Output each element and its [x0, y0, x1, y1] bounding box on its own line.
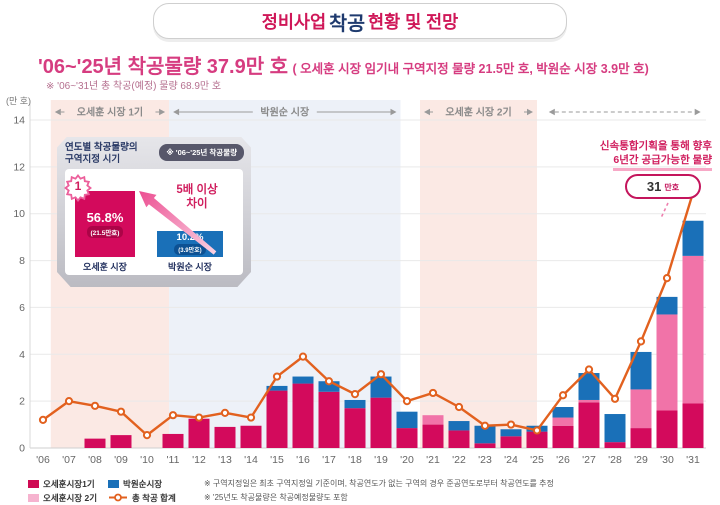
- inset-arrow-text: 5배 이상 차이: [176, 183, 218, 211]
- svg-text:(만 호): (만 호): [6, 96, 31, 106]
- svg-text:'07: '07: [62, 454, 76, 466]
- svg-text:4: 4: [19, 349, 25, 361]
- svg-text:'24: '24: [504, 454, 518, 466]
- legend-swatch-osehoon2: [28, 493, 39, 502]
- subtitle: '06~'25년 착공물량 37.9만 호 ( 오세훈 시장 임기내 구역지정 …: [38, 50, 649, 79]
- svg-text:'13: '13: [218, 454, 232, 466]
- title-part1: 정비사업: [261, 11, 327, 32]
- subtitle-note: ※ '06~'31년 총 착공(예정) 물량 68.9만 호: [46, 81, 222, 92]
- inset-label-park: 박원순 시장: [168, 261, 212, 272]
- legend-item-park: 박원순시장: [108, 478, 186, 490]
- svg-text:'30: '30: [660, 454, 674, 466]
- inset-panel: 연도별 착공물량의 구역지정 시기 ※ '06~'25년 착공물량 56.8% …: [57, 137, 251, 287]
- page-title: 정비사업 착공 현황 및 전망: [153, 3, 567, 39]
- badge-unit: 만호: [664, 183, 680, 192]
- inset-label-osehoon: 오세훈 시장: [83, 261, 127, 272]
- total-line-icon: [109, 493, 127, 502]
- svg-text:'16: '16: [296, 454, 310, 466]
- svg-text:'21: '21: [426, 454, 440, 466]
- svg-text:'12: '12: [192, 454, 206, 466]
- svg-text:'14: '14: [244, 454, 258, 466]
- inset-bar-osehoon: 56.8% (21.5만호): [75, 190, 135, 257]
- inset-mini-chart: 56.8% (21.5만호) 10.2% (3.9만호) 5배 이상 차이: [63, 168, 243, 275]
- title-part3: 현황 및 전망: [368, 11, 459, 32]
- svg-text:'25: '25: [530, 454, 544, 466]
- inset-bar-park-sub: (3.9만호): [174, 244, 206, 256]
- svg-text:'17: '17: [322, 454, 336, 466]
- legend-item-total-line: 총 착공 합계: [108, 492, 186, 504]
- footnote-2: ※ '25년도 착공물량은 착공예정물량도 포함: [204, 493, 348, 502]
- footnote-1: ※ 구역지정일은 최초 구역지정일 기준이며, 착공연도가 없는 구역의 경우 …: [204, 479, 554, 488]
- legend-swatch-osehoon1: [28, 479, 39, 488]
- inset-bar-osehoon-sub: (21.5만호): [86, 225, 124, 238]
- svg-text:'10: '10: [140, 454, 154, 466]
- svg-text:'08: '08: [88, 454, 102, 466]
- supply-annotation: 신속통합기획을 통해 향후 6년간 공급가능한 물량: [599, 140, 712, 172]
- inset-bar-osehoon-value: 56.8%: [86, 209, 124, 225]
- inset-bar-labels: 오세훈 시장 박원순 시장: [65, 260, 243, 273]
- svg-text:'26: '26: [556, 454, 570, 466]
- annotation-line1: 신속통합기획을 통해 향후: [599, 140, 712, 152]
- svg-text:박원순 시장: 박원순 시장: [260, 106, 310, 119]
- svg-text:'20: '20: [400, 454, 414, 466]
- subtitle-paren: ( 오세훈 시장 임기내 구역지정 물량 21.5만 호, 박원순 시장 3.9…: [292, 62, 649, 76]
- svg-text:'15: '15: [270, 454, 284, 466]
- legend-item-osehoon1: 오세훈시장1기: [28, 478, 108, 490]
- svg-text:오세훈 시장 2기: 오세훈 시장 2기: [445, 106, 511, 119]
- inset-bar-park: 10.2% (3.9만호): [157, 230, 223, 257]
- svg-text:'19: '19: [374, 454, 388, 466]
- svg-text:'11: '11: [167, 454, 180, 466]
- svg-text:8: 8: [19, 255, 25, 267]
- title-part2: 착공: [329, 12, 366, 35]
- legend-swatch-park: [108, 479, 119, 488]
- inset-title: 연도별 착공물량의 구역지정 시기: [65, 142, 138, 165]
- svg-text:6: 6: [19, 302, 25, 314]
- svg-text:'06: '06: [36, 454, 50, 466]
- legend-item-osehoon2: 오세훈시장 2기: [28, 492, 108, 504]
- svg-text:'18: '18: [348, 454, 362, 466]
- svg-text:10: 10: [13, 208, 25, 220]
- inset-bar-park-value: 10.2%: [176, 232, 204, 244]
- supply-badge: 31 만호: [625, 174, 701, 199]
- svg-text:0: 0: [19, 443, 25, 455]
- svg-text:'22: '22: [452, 454, 466, 466]
- annotation-line2: 6년간 공급가능한 물량: [613, 154, 712, 172]
- svg-text:'29: '29: [634, 454, 648, 466]
- inset-header: 연도별 착공물량의 구역지정 시기 ※ '06~'25년 착공물량: [57, 137, 251, 168]
- svg-text:'28: '28: [608, 454, 622, 466]
- rank-number: 1: [74, 178, 82, 193]
- badge-value: 31: [646, 179, 662, 194]
- svg-text:'27: '27: [582, 454, 596, 466]
- svg-text:14: 14: [13, 115, 25, 127]
- subtitle-main: '06~'25년 착공물량 37.9만 호: [38, 56, 289, 78]
- rank-1-starburst-icon: 1: [63, 173, 93, 203]
- svg-text:오세훈 시장 1기: 오세훈 시장 1기: [77, 106, 143, 119]
- inset-tag: ※ '06~'25년 착공물량: [159, 144, 244, 161]
- svg-text:'09: '09: [114, 454, 128, 466]
- svg-text:12: 12: [13, 161, 25, 173]
- svg-text:'31: '31: [686, 454, 700, 466]
- svg-text:2: 2: [19, 396, 25, 408]
- svg-text:'23: '23: [478, 454, 492, 466]
- legend: 오세훈시장1기 박원순시장 ※ 구역지정일은 최초 구역지정일 기준이며, 착공…: [28, 478, 554, 505]
